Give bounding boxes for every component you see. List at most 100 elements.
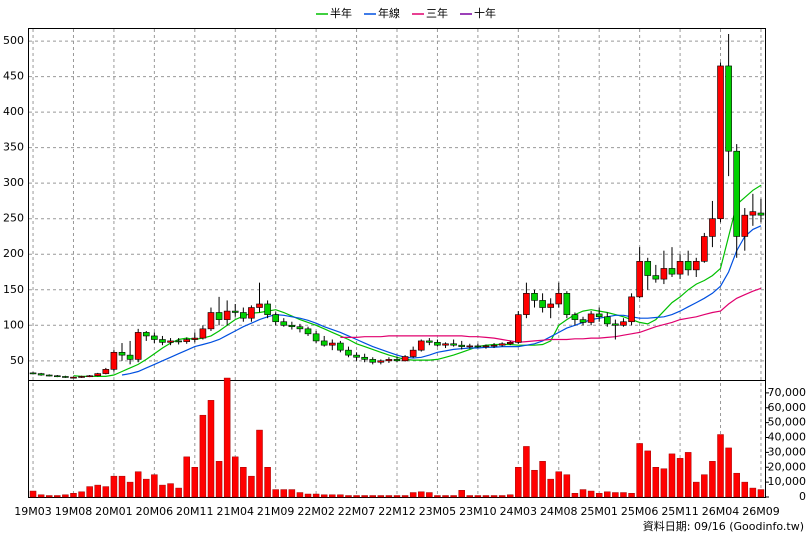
volume-bar	[668, 453, 676, 498]
candle-body	[466, 345, 474, 348]
volume-tick-label: 40,000	[768, 431, 807, 444]
y-tick-label: 500	[3, 34, 24, 47]
volume-bar	[693, 481, 700, 498]
x-tick-label: 23M10	[459, 505, 497, 518]
volume-bar	[506, 494, 514, 498]
legend-label: 半年	[330, 6, 352, 20]
candle-body	[86, 375, 93, 378]
volume-bar	[571, 493, 579, 498]
x-tick-label: 26M09	[742, 505, 780, 518]
volume-bar	[110, 475, 118, 498]
volume-bar	[595, 493, 603, 498]
candle-body	[37, 373, 45, 376]
y-tick-label: 200	[3, 247, 24, 260]
volume-bar	[660, 468, 668, 498]
volume-bar	[393, 495, 401, 498]
candle-body	[328, 342, 336, 346]
volume-bar	[628, 493, 635, 498]
candle-body	[749, 211, 757, 216]
candle-body	[191, 337, 199, 340]
volume-bar	[175, 487, 182, 498]
ma-line	[121, 225, 762, 376]
volume-bar	[223, 377, 231, 498]
x-tick-label: 24M03	[500, 505, 538, 518]
candle-body	[118, 351, 126, 356]
volume-bar	[644, 450, 651, 498]
candle-body	[668, 268, 676, 275]
candle-body	[142, 332, 150, 337]
volume-bar	[466, 495, 474, 498]
volume-bar	[539, 461, 546, 498]
volume-bar	[676, 458, 684, 498]
candle-body	[733, 150, 740, 237]
volume-bar	[231, 456, 239, 498]
volume-bar	[215, 461, 223, 498]
candle-body	[474, 345, 482, 348]
volume-bar	[450, 495, 457, 498]
x-tick-label: 25M06	[621, 505, 659, 518]
candle-body	[361, 356, 368, 360]
volume-tick-label: 60,000	[768, 401, 807, 414]
candle-body	[312, 333, 320, 342]
candle-body	[54, 375, 61, 378]
x-tick-label: 20M06	[136, 505, 174, 518]
candle-body	[134, 332, 142, 360]
y-tick-label: 450	[3, 70, 24, 83]
candle-body	[102, 369, 110, 374]
volume-bar	[652, 467, 660, 498]
ma-line	[340, 287, 762, 343]
volume-bar	[70, 493, 77, 498]
volume-bar	[620, 492, 627, 498]
volume-tick-label: 50,000	[768, 416, 807, 429]
volume-tick-label: 10,000	[768, 475, 807, 488]
candle-body	[78, 376, 85, 378]
x-tick-label: 25M11	[661, 505, 699, 518]
volume-bar	[320, 494, 328, 498]
volume-bar	[749, 487, 757, 498]
candle-body	[523, 293, 530, 315]
candle-body	[288, 324, 296, 328]
candle-body	[539, 300, 546, 308]
volume-bar	[86, 486, 93, 498]
candle-body	[240, 312, 247, 319]
candle-body	[264, 303, 271, 315]
volume-bar	[312, 493, 320, 498]
volume-bar	[256, 429, 263, 498]
candle-body	[692, 261, 700, 271]
x-tick-label: 22M07	[338, 505, 376, 518]
volume-bar	[474, 495, 482, 498]
volume-bar	[563, 474, 571, 498]
volume-bar	[240, 467, 247, 498]
volume-bar	[248, 475, 255, 498]
volume-bar	[401, 495, 409, 498]
volume-bar	[741, 481, 749, 498]
volume-tick-label: 20,000	[768, 460, 807, 473]
x-tick-label: 21M09	[257, 505, 295, 518]
legend-label: 三年	[426, 6, 448, 20]
legend-label: 年線	[378, 6, 400, 20]
candle-body	[458, 344, 466, 347]
volume-bar	[579, 489, 587, 498]
volume-bar	[54, 495, 61, 498]
volume-bar	[78, 491, 85, 498]
candle-body	[725, 65, 732, 152]
volume-bar	[369, 495, 376, 498]
candle-body	[620, 321, 627, 326]
x-tick-label: 22M12	[378, 505, 416, 518]
volume-bar	[409, 492, 417, 498]
volume-bar	[143, 478, 150, 498]
candle-body	[652, 275, 660, 280]
volume-bar	[684, 452, 692, 498]
candle-body	[426, 340, 433, 343]
candle-body	[571, 314, 579, 320]
candle-body	[62, 376, 69, 378]
volume-bar	[701, 474, 708, 498]
volume-bar	[45, 495, 53, 498]
candle-body	[393, 359, 401, 362]
volume-bar	[547, 478, 554, 498]
volume-bar	[361, 495, 368, 498]
volume-bar	[345, 495, 352, 498]
volume-bar	[102, 486, 110, 498]
volume-bar	[296, 492, 304, 498]
candle-body	[660, 268, 668, 280]
